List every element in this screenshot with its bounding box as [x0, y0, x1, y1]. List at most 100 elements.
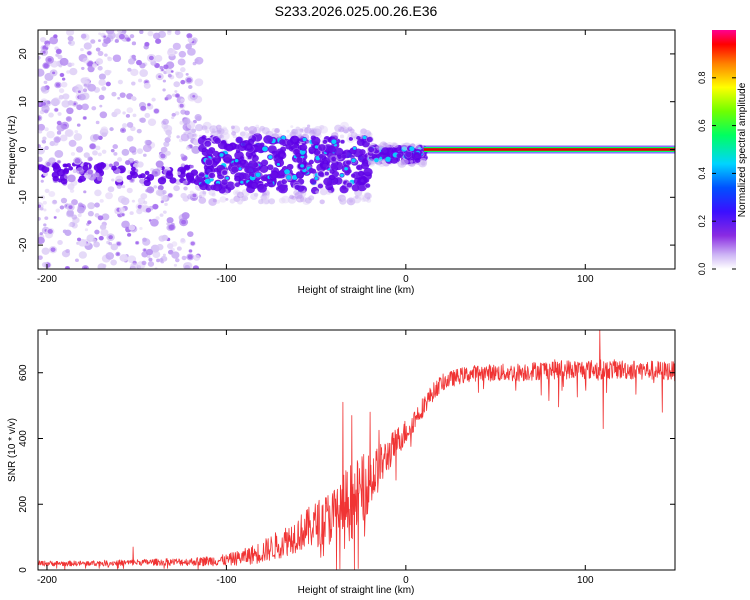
spectrogram-speckle-dot — [105, 81, 111, 87]
spectrogram-speckle-dot — [143, 82, 151, 89]
spectrogram-speckle-dot — [58, 88, 65, 94]
spectrogram-speckle-dot — [121, 213, 125, 217]
spectrogram-speckle-dot — [313, 125, 323, 134]
spectrogram-speckle-dot — [183, 186, 188, 191]
spectrogram-speckle-dot — [241, 131, 250, 139]
spectrogram-speckle-dot — [69, 188, 75, 193]
spectrogram-speckle-dot — [281, 195, 290, 204]
spectrogram-speckle-dot — [396, 153, 403, 159]
spectrogram-speckle-dot — [192, 133, 196, 137]
spectrogram-speckle-dot — [48, 190, 56, 198]
spectrogram-speckle-dot — [346, 160, 352, 165]
spectrogram-speckle-dot — [44, 188, 50, 194]
spectrogram-speckle-dot — [155, 160, 164, 168]
spectrogram-speckle-dot — [268, 155, 273, 160]
spectrogram-speckle-dot — [116, 241, 121, 246]
spectrogram-speckle-dot — [187, 231, 194, 237]
spectrogram-speckle-dot — [166, 94, 172, 100]
spectrogram-speckle-dot — [179, 103, 184, 108]
spectrogram-speckle-dot — [54, 149, 64, 158]
spectrogram-speckle-dot — [53, 136, 61, 143]
spectrogram-speckle-dot — [38, 123, 46, 131]
spectrogram-speckle-dot — [112, 144, 118, 150]
spectrogram-speckle-dot — [163, 141, 170, 147]
spectrogram-image — [38, 30, 675, 269]
spectrogram-speckle-dot — [119, 92, 126, 98]
spectrogram-speckle-dot — [204, 129, 210, 134]
spectrogram-speckle-dot — [225, 197, 229, 201]
spectrogram-speckle-dot — [68, 166, 74, 171]
spectrogram-speckle-dot — [319, 172, 324, 177]
spectrogram-speckle-dot — [340, 173, 344, 177]
spectrogram-speckle-dot — [99, 198, 104, 203]
spectrogram-speckle-dot — [219, 196, 227, 203]
spectrogram-speckle-dot — [235, 191, 239, 195]
spectrogram-speckle-dot — [185, 43, 193, 50]
spectrogram-speckle-dot — [297, 185, 305, 192]
spectrogram-speckle-dot — [153, 108, 160, 114]
spectrogram-speckle-dot — [286, 134, 291, 139]
spectrogram-speckle-dot — [73, 102, 77, 106]
spectrogram-speckle-dot — [323, 177, 333, 186]
spectrogram-speckle-dot — [61, 77, 66, 81]
spectrogram-speckle-dot — [165, 67, 173, 74]
spectrogram-x-axis: -200 -100 0 100 — [37, 30, 594, 285]
spectrogram-speckle-dot — [51, 171, 60, 179]
spectrogram-speckle-dot — [121, 148, 130, 156]
spectrogram-speckle-dot — [64, 129, 74, 138]
spectrogram-speckle-dot — [357, 170, 365, 177]
spectrogram-speckle-dot — [381, 160, 385, 163]
spectrogram-speckle-dot — [80, 33, 87, 39]
spectrogram-speckle-dot — [231, 131, 237, 136]
spectrogram-speckle-dot — [97, 263, 106, 269]
spectrogram-speckle-dot — [270, 171, 279, 179]
spectrogram-speckle-dot — [217, 128, 225, 135]
spectrogram-speckle-dot — [47, 57, 52, 62]
spectrogram-speckle-dot — [135, 59, 142, 66]
spectrogram-speckle-dot — [136, 148, 144, 154]
spectrogram-speckle-dot — [145, 207, 152, 213]
spectrogram-speckle-dot — [150, 218, 159, 227]
spectrogram-speckle-dot — [56, 130, 61, 135]
spectrogram-speckle-dot — [194, 114, 202, 121]
spectrogram-speckle-dot — [263, 135, 273, 144]
spectrogram-speckle-dot — [376, 144, 383, 151]
spectrogram-speckle-dot — [139, 69, 149, 77]
spectrogram-speckle-dot — [296, 157, 303, 164]
spectrogram-speckle-dot — [184, 264, 190, 269]
spectrogram-speckle-dot — [82, 57, 90, 64]
spectrogram-speckle-dot — [291, 128, 298, 135]
spectrogram-speckle-dot — [243, 126, 249, 131]
spectrogram-speckle-dot — [126, 135, 134, 142]
spectrogram-speckle-dot — [318, 154, 325, 159]
spectrogram-speckle-dot — [156, 258, 161, 263]
spectrogram-speckle-dot — [95, 58, 104, 65]
spectrogram-speckle-dot — [82, 88, 88, 93]
spectrogram-speckle-dot — [306, 124, 311, 128]
spectrogram-speckle-dot — [114, 108, 121, 115]
spectrogram-speckle-dot — [221, 132, 230, 140]
spectrogram-speckle-dot — [131, 81, 136, 86]
spectrogram-speckle-dot — [285, 144, 292, 150]
spectrogram-speckle-dot — [162, 88, 166, 92]
spectrogram-speckle-dot — [118, 33, 125, 40]
snr-y-tick-label: 400 — [18, 430, 29, 447]
spectrogram-speckle-dot — [68, 139, 77, 147]
spectrogram-speckle-dot — [48, 157, 56, 164]
spectrogram-speckle-dot — [44, 145, 49, 151]
spectrogram-speckle-dot — [164, 202, 168, 206]
spectrogram-speckle-dot — [38, 156, 43, 163]
spectrogram-speckle-dot — [167, 30, 172, 33]
spectrogram-speckle-dot — [147, 103, 151, 107]
spectrogram-speckle-dot — [193, 254, 201, 261]
spectrogram-speckle-dot — [357, 176, 368, 186]
spectrogram-speckle-dot — [68, 205, 73, 210]
spectrogram-speckle-dot — [194, 56, 204, 65]
spectrogram-speckle-dot — [171, 112, 176, 117]
spectrogram-y-axis: -20 -10 0 10 20 — [18, 48, 675, 252]
spectrogram-speckle-dot — [66, 107, 74, 115]
spectrogram-speckle-dot — [163, 64, 169, 70]
spectrogram-speckle-dot — [192, 94, 196, 98]
spectrogram-speckle-dot — [225, 176, 229, 180]
